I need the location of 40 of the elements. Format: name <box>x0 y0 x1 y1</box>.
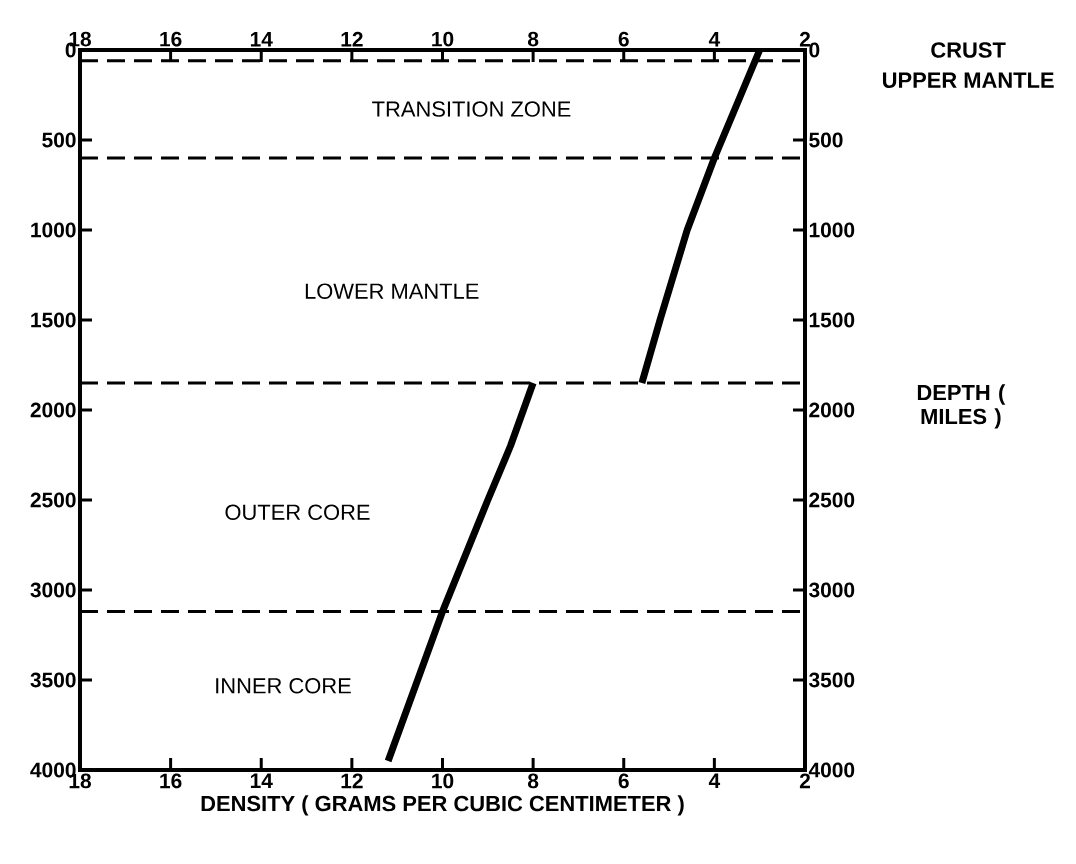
x-tick-label: 16 <box>160 31 182 47</box>
annotation: TRANSITION ZONE <box>372 101 571 117</box>
annotation: INNER CORE <box>216 678 351 694</box>
y-tick-label: 500 <box>809 132 843 148</box>
y2-tick-label: 3500 <box>30 672 76 688</box>
y2-tick-label: 3000 <box>30 582 76 598</box>
y-tick-label: 0 <box>809 42 820 58</box>
x2-tick-label: 10 <box>432 773 454 789</box>
x-tick-label: 8 <box>527 31 539 47</box>
x2-tick-label: 2 <box>799 773 810 789</box>
x-tick-label: 6 <box>618 31 629 47</box>
x2-tick-label: 6 <box>618 773 629 789</box>
text: CRUST <box>931 42 1006 58</box>
x-tick-label: 12 <box>341 31 363 47</box>
x-tick-label: 14 <box>250 32 273 47</box>
x2-tick-label: 4 <box>708 773 721 788</box>
annotation: LOWER MANTLE <box>305 283 479 299</box>
annotation: OUTER CORE <box>225 504 370 521</box>
y-tick-label: 2000 <box>809 402 855 418</box>
x-tick-label: 4 <box>708 32 721 47</box>
y-tick-label: 1500 <box>809 312 855 328</box>
y2-tick-label: 2500 <box>30 492 76 508</box>
x-axis-title: DENSITY ( GRAMS PER CUBIC CENTIMETER ) <box>201 795 684 816</box>
y2-tick-label: 1500 <box>31 312 76 328</box>
x2-tick-label: 12 <box>341 773 363 789</box>
y-tick-label: 2500 <box>809 492 855 508</box>
text: UPPER MANTLE <box>882 72 1054 88</box>
y2-tick-label: 500 <box>42 132 76 148</box>
y-axis-title: DEPTH ( MILES ) <box>917 384 1006 429</box>
y-tick-label: 3000 <box>809 582 855 598</box>
y-tick-label: 4000 <box>808 762 855 778</box>
x2-tick-label: 16 <box>160 773 182 789</box>
x-tick-label: 10 <box>432 31 454 47</box>
x-tick-label: 2 <box>799 31 810 47</box>
x2-tick-label: 14 <box>250 773 273 788</box>
y2-tick-label: 2000 <box>30 402 76 418</box>
y2-tick-label: 1000 <box>31 222 76 238</box>
x2-tick-label: 8 <box>527 773 539 789</box>
y-tick-label: 1000 <box>809 222 855 238</box>
y-tick-label: 3500 <box>809 672 855 688</box>
